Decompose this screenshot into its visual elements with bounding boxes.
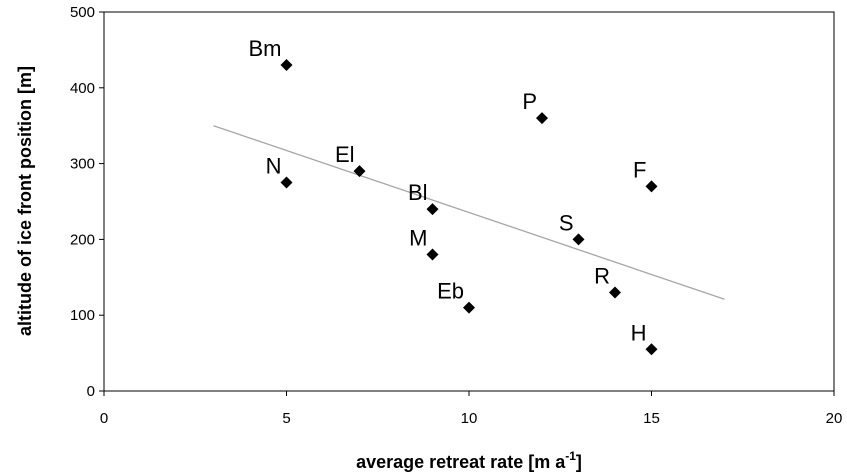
y-tick-label: 0	[87, 383, 95, 400]
point-label-r: R	[594, 263, 610, 288]
data-point-h	[645, 343, 658, 356]
x-axis-ticks: 0 5 10 15 20	[100, 391, 843, 427]
point-label-f: F	[633, 157, 646, 182]
point-label-n: N	[266, 154, 282, 179]
point-label-p: P	[522, 89, 537, 114]
data-point-r	[609, 286, 621, 299]
x-tick-label: 20	[826, 410, 843, 427]
plot-frame	[103, 11, 835, 392]
x-tick-label: 5	[282, 410, 290, 427]
data-markers	[280, 59, 658, 356]
y-tick-label: 300	[70, 156, 95, 173]
data-point-el	[353, 165, 366, 178]
y-axis-label: altitude of ice front position [m]	[15, 66, 35, 336]
plot-area	[103, 11, 835, 392]
data-point-bm	[280, 59, 293, 72]
data-point-m	[426, 248, 439, 261]
point-label-m: M	[409, 226, 427, 251]
data-point-bl	[426, 203, 439, 216]
data-point-s	[572, 233, 585, 246]
point-label-bm: Bm	[249, 36, 282, 61]
point-label-eb: Eb	[437, 279, 464, 304]
x-tick-label: 10	[461, 410, 478, 427]
data-point-f	[645, 180, 658, 193]
point-label-h: H	[631, 320, 647, 345]
y-axis-ticks: 0 100 200 300 400 500	[70, 4, 104, 400]
y-tick-label: 200	[70, 231, 95, 248]
data-point-p	[536, 112, 548, 125]
y-tick-label: 100	[70, 307, 95, 324]
point-labels: Bm P El N F Bl S M R Eb H	[249, 36, 647, 345]
point-label-bl: Bl	[408, 180, 428, 205]
trendline	[213, 125, 725, 300]
point-label-el: El	[335, 142, 355, 167]
x-tick-label: 15	[643, 410, 660, 427]
y-tick-label: 500	[70, 4, 95, 21]
y-tick-label: 400	[70, 80, 95, 97]
x-axis-label: average retreat rate [m a-1]	[356, 449, 582, 472]
point-label-s: S	[559, 210, 574, 235]
x-axis-label-superscript: -1	[565, 449, 576, 463]
data-point-eb	[463, 301, 475, 314]
x-tick-label: 0	[100, 410, 108, 427]
data-point-n	[280, 176, 293, 189]
